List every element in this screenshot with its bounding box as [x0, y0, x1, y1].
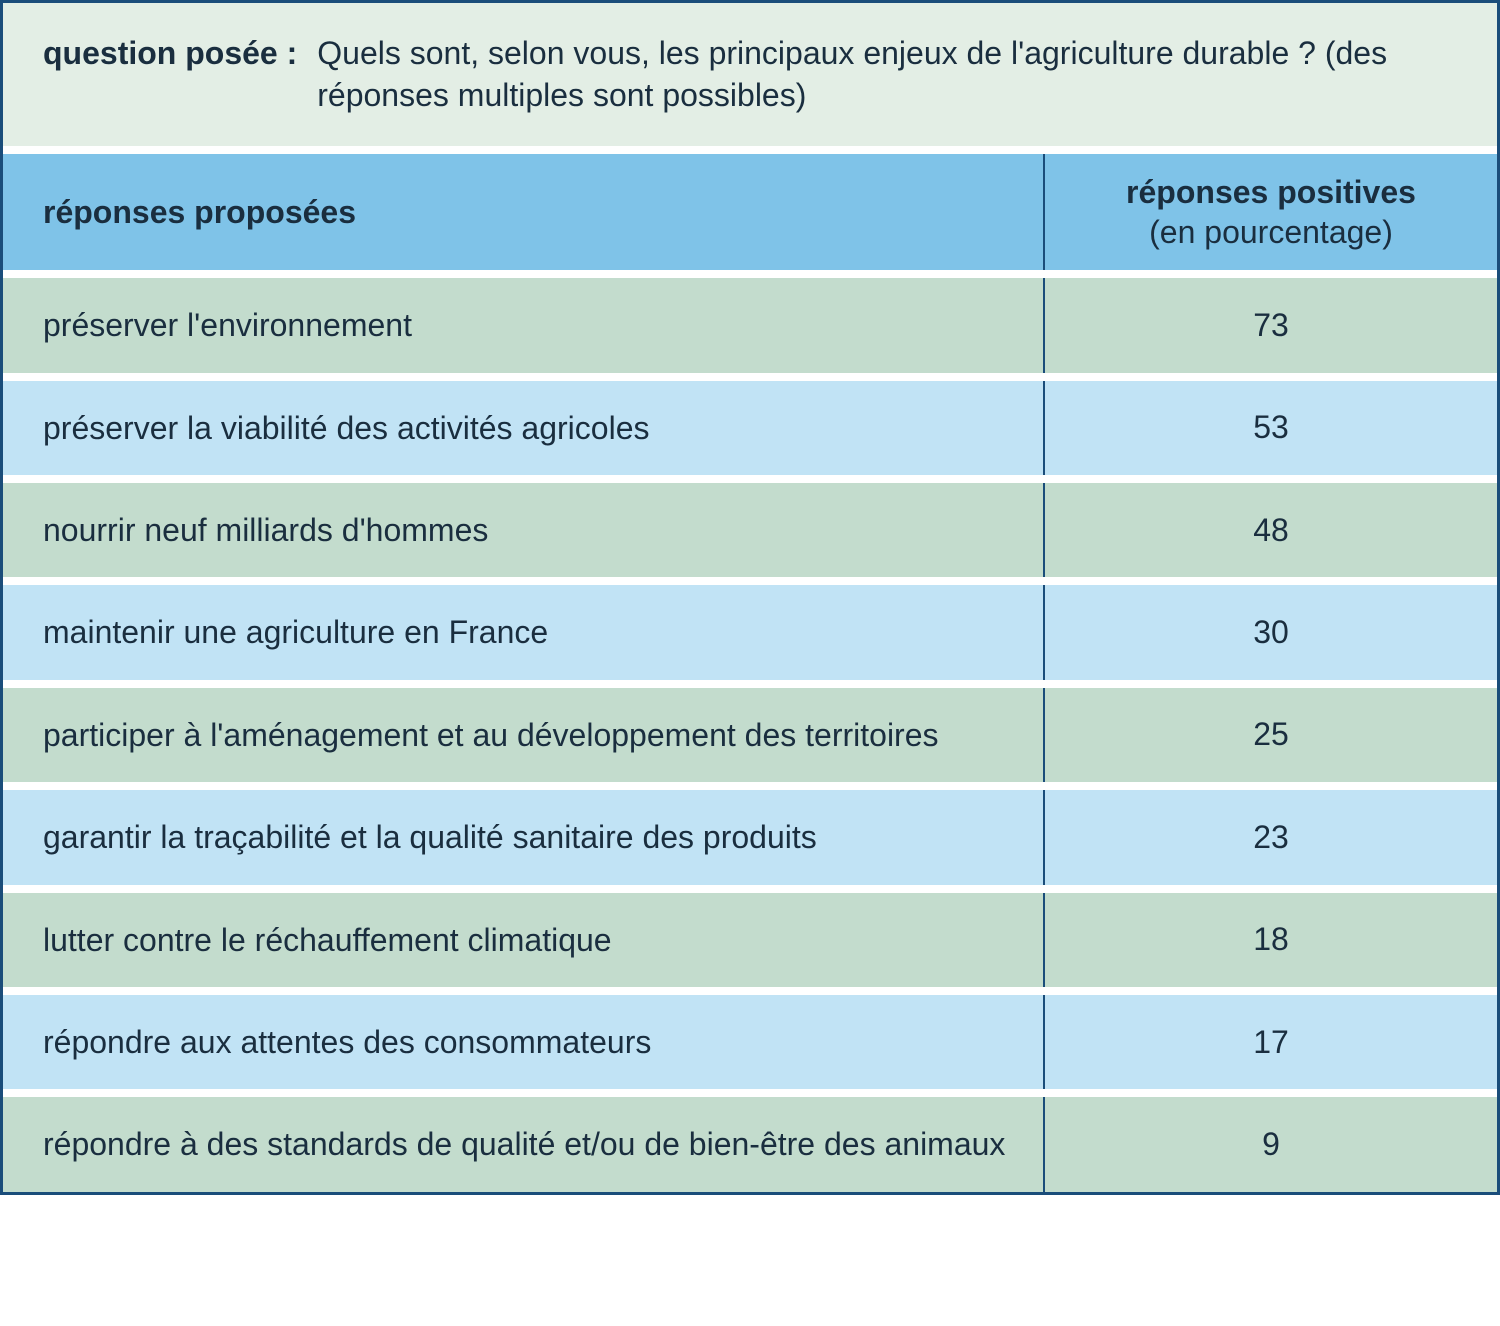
header-percentage-bold: réponses positives	[1126, 174, 1416, 210]
table-row: préserver l'environnement73	[3, 278, 1497, 372]
row-value: 48	[1045, 483, 1497, 577]
rows-container: préserver l'environnement73préserver la …	[3, 270, 1497, 1192]
row-value: 17	[1045, 995, 1497, 1089]
question-block: question posée : Quels sont, selon vous,…	[3, 3, 1497, 146]
header-percentage: réponses positives (en pourcentage)	[1045, 154, 1497, 270]
row-gap	[3, 885, 1497, 893]
table-row: répondre aux attentes des consommateurs1…	[3, 995, 1497, 1089]
row-gap	[3, 1089, 1497, 1097]
row-value: 73	[1045, 278, 1497, 372]
table-row: participer à l'aménagement et au dévelop…	[3, 688, 1497, 782]
row-label: préserver la viabilité des activités agr…	[3, 381, 1045, 475]
question-text: Quels sont, selon vous, les principaux e…	[317, 33, 1457, 116]
table-row: répondre à des standards de qualité et/o…	[3, 1097, 1497, 1191]
row-label: répondre à des standards de qualité et/o…	[3, 1097, 1045, 1191]
row-gap	[3, 373, 1497, 381]
table-row: garantir la traçabilité et la qualité sa…	[3, 790, 1497, 884]
row-value: 9	[1045, 1097, 1497, 1191]
row-gap	[3, 475, 1497, 483]
row-value: 30	[1045, 585, 1497, 679]
row-label: maintenir une agriculture en France	[3, 585, 1045, 679]
row-gap	[3, 782, 1497, 790]
row-label: participer à l'aménagement et au dévelop…	[3, 688, 1045, 782]
table-row: nourrir neuf milliards d'hommes48	[3, 483, 1497, 577]
question-label: question posée :	[43, 33, 317, 116]
header-percentage-sub: (en pourcentage)	[1149, 214, 1393, 250]
row-value: 53	[1045, 381, 1497, 475]
row-gap	[3, 987, 1497, 995]
row-value: 25	[1045, 688, 1497, 782]
row-value: 18	[1045, 893, 1497, 987]
table-row: lutter contre le réchauffement climatiqu…	[3, 893, 1497, 987]
row-label: répondre aux attentes des consommateurs	[3, 995, 1045, 1089]
row-label: lutter contre le réchauffement climatiqu…	[3, 893, 1045, 987]
table-row: maintenir une agriculture en France30	[3, 585, 1497, 679]
row-gap	[3, 146, 1497, 154]
row-label: préserver l'environnement	[3, 278, 1045, 372]
survey-table: question posée : Quels sont, selon vous,…	[0, 0, 1500, 1195]
row-label: garantir la traçabilité et la qualité sa…	[3, 790, 1045, 884]
row-label: nourrir neuf milliards d'hommes	[3, 483, 1045, 577]
header-responses: réponses proposées	[3, 154, 1045, 270]
row-value: 23	[1045, 790, 1497, 884]
row-gap	[3, 577, 1497, 585]
table-row: préserver la viabilité des activités agr…	[3, 381, 1497, 475]
row-gap	[3, 270, 1497, 278]
header-row: réponses proposées réponses positives (e…	[3, 154, 1497, 270]
row-gap	[3, 680, 1497, 688]
